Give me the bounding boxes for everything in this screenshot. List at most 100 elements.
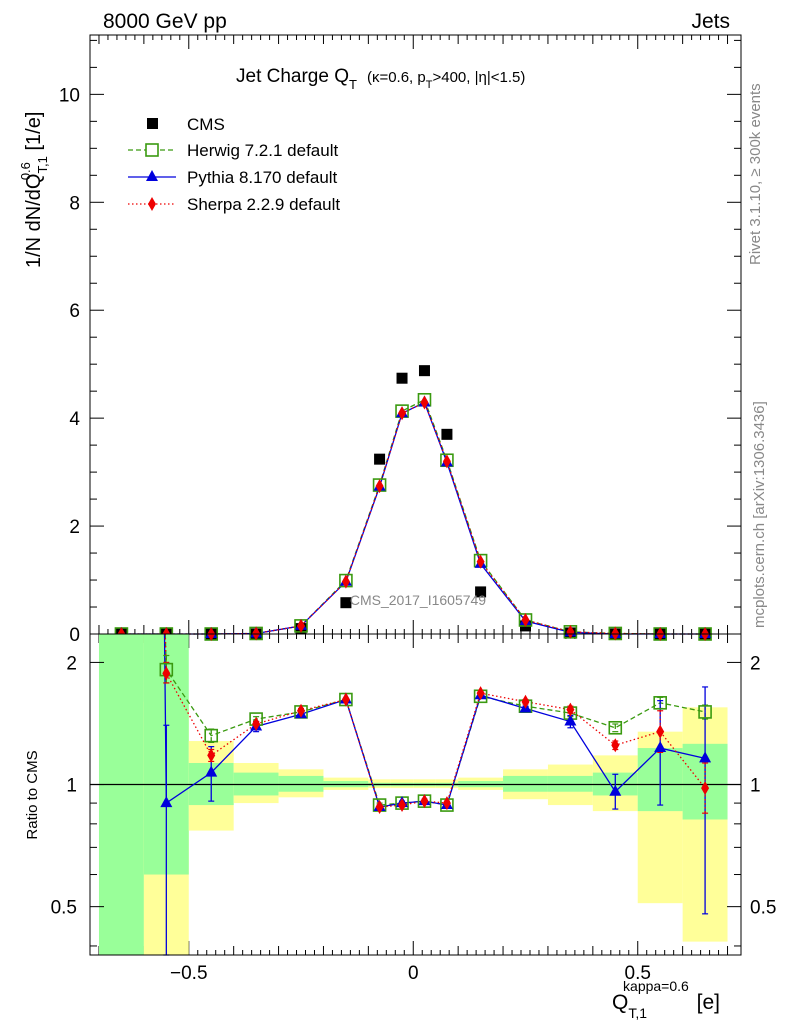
data-point [418,365,430,377]
ratio-point [564,714,577,726]
ratio-point [566,702,575,717]
ratio-point [698,705,712,719]
ratio-point [611,738,620,753]
ratio-point [160,796,173,808]
main-y-axis-label: 1/N dN/dQT,10.6 [1/e] [18,112,50,268]
ratio-y-tick-label-right: 0.5 [750,898,776,919]
data-point [420,395,429,410]
ratio-frame [89,633,742,956]
main-y-tick-label: 2 [69,517,80,538]
data-point [396,372,408,384]
ratio-point [162,666,171,681]
legend-label-cms: CMS [187,115,225,134]
ratio-y-tick-label-left: 2 [66,653,77,674]
ratio-ticks [90,661,741,947]
main-y-tick-label: 6 [69,301,80,322]
data-point [521,612,530,627]
header-left: 8000 GeV pp [103,10,227,33]
title-sub: T [349,77,357,92]
legend-item-cms: CMS [147,115,225,134]
data-point [611,626,620,641]
legend-label-sherpa: Sherpa 2.2.9 default [187,195,340,214]
ratio-point [701,781,710,796]
data-point [340,597,352,609]
ratio-series-layer [159,634,712,956]
xlabel-a: Q [612,991,628,1014]
ratio-x-tick-label: 0 [408,963,419,984]
ratio-point [476,686,485,701]
legend-marker-cms [147,118,158,129]
ratio-point [341,692,350,707]
legend-item-sherpa: Sherpa 2.2.9 default [128,195,340,214]
ratio-point [609,784,622,796]
data-point [374,453,386,465]
stat-uncertainty-band [547,775,593,792]
data-point [442,454,451,469]
legend-marker-pythia [146,170,158,181]
ratio-x-tick-label: 0.5 [625,963,651,984]
data-point [341,574,350,589]
title-cuts-b: T [426,79,433,91]
data-point [375,479,384,494]
ratio-point [521,694,530,709]
data-point [297,618,306,633]
stat-uncertainty-band [98,634,144,955]
ratio-point [252,716,261,731]
ratio-y-tick-label-right: 1 [750,776,761,797]
ylabel-b: [1/e] [23,112,45,156]
legend-marker-herwig [145,143,159,157]
main-y-tick-labels: 0 2 4 6 8 10 [59,85,81,646]
data-point [252,626,261,641]
ratio-point [205,765,218,777]
ratio-x-tick-label: −0.5 [170,963,208,984]
ratio-point [653,696,667,710]
ratio-point [297,703,306,718]
ratio-series-line [164,634,706,806]
ratio-x-tick-labels: −0.5 0 0.5 [170,963,651,984]
data-point [441,428,453,440]
ratio-panel: 0.5 1 2 0.5 1 2 −0.5 0 0.5 [51,633,777,984]
data-point [398,406,407,421]
mcplots-label: mcplots.cern.ch [arXiv:1306.3436] [751,401,768,628]
ratio-point [204,728,219,743]
watermark: CMS_2017_I1605749 [350,592,486,608]
ratio-y-tick-labels: 0.5 1 2 0.5 1 2 [51,653,777,918]
ratio-point [375,800,384,815]
stat-uncertainty-band [278,775,324,792]
legend-item-herwig: Herwig 7.2.1 default [128,141,338,160]
ratio-point [654,741,667,753]
ratio-point [420,794,429,809]
main-title: Jet Charge QT (κ=0.6, pT>400, |η|<1.5) [236,66,525,92]
data-point [566,624,575,639]
rivet-label: Rivet 3.1.10, ≥ 300k events [747,83,764,265]
header-right: Jets [691,10,730,33]
stat-uncertainty-band [503,775,548,792]
xlabel-sup: kappa=0.6 [623,978,689,994]
legend-label-herwig: Herwig 7.2.1 default [187,141,338,160]
ratio-series-line [164,634,706,808]
ratio-series-line [163,634,706,808]
data-point [475,586,487,598]
ratio-y-axis-label: Ratio to CMS [24,750,41,839]
ratio-point [398,798,407,813]
ratio-y-tick-label-right: 2 [750,653,761,674]
title-cuts-a: (κ=0.6, p [367,69,426,86]
ratio-y-tick-label-left: 1 [66,776,77,797]
data-point [476,554,485,569]
ylabel-sup: 0.6 [18,162,33,180]
ylabel-a: 1/N dN/dQ [23,174,45,268]
legend: CMS Herwig 7.2.1 default Pythia 8.170 de… [128,115,340,214]
ratio-point [207,748,216,763]
ratio-y-tick-label-left: 0.5 [51,898,77,919]
ratio-point [608,720,623,735]
ratio-bands [90,634,741,955]
ylabel-sub: T,1 [35,156,50,173]
title-cuts-c: >400, |η|<1.5) [432,69,525,86]
legend-item-pythia: Pythia 8.170 default [128,168,338,187]
main-y-tick-label: 10 [59,85,80,106]
main-y-tick-label: 8 [69,193,80,214]
ratio-point [656,724,665,739]
ratio-x-axis-label: QT,1 kappa=0.6 [e] [612,978,720,1021]
xlabel-b: [e] [691,991,720,1014]
